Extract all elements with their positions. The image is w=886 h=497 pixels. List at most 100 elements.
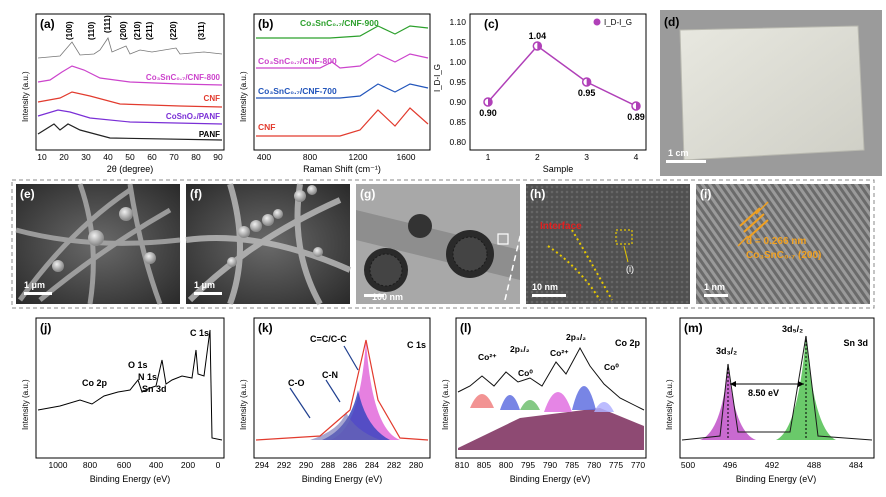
a-label-cnf: CNF [204, 94, 221, 103]
c-ytick: 0.95 [449, 77, 466, 87]
c-legend-marker [593, 18, 601, 26]
b-label-cnf: CNF [258, 122, 275, 132]
j-xtick: 800 [83, 460, 97, 470]
panel-m: (m) Sn 3d 3d₃/₂ 3d₅/₂ 8.50 eV 500 496 49… [665, 317, 875, 484]
f-scale-text: 1 μm [194, 280, 215, 290]
c-ytick: 1.10 [449, 17, 466, 27]
k-xtick: 288 [321, 460, 335, 470]
b-ylabel: Intensity (a.u.) [239, 71, 248, 122]
peak-210: (210) [133, 21, 142, 40]
b-label-800: Co₃SnC₀.₇/CNF-800 [258, 56, 337, 66]
peak-100: (100) [65, 21, 74, 40]
j-ylabel: Intensity (a.u.) [21, 379, 30, 430]
panel-b-label: (b) [258, 17, 273, 31]
c-data-label: 1.04 [529, 31, 547, 41]
c-ytick: 0.85 [449, 117, 466, 127]
a-xtick: 90 [213, 152, 223, 162]
panel-k: (k) C 1s C=C/C-C C-N C-O 294 292 290 288… [239, 317, 431, 484]
k-peak-cn: C-N [322, 370, 338, 380]
j-peak-c1s: C 1s [190, 328, 209, 338]
a-xtick: 10 [37, 152, 47, 162]
g-scale-text: 100 nm [372, 292, 403, 302]
i-phase: Co₃SnC₀.₇ (200) [746, 250, 821, 261]
k-xtick: 282 [387, 460, 401, 470]
l-peak-p12: 2p₁/₂ [510, 344, 530, 354]
k-xtick: 290 [299, 460, 313, 470]
l-peak-p32: 2p₃/₂ [566, 332, 586, 342]
m-xtick: 488 [807, 460, 821, 470]
panel-b: (b) Co₃SnC₀.₇/CNF-900 Co₃SnC₀.₇/CNF-800 … [239, 13, 431, 174]
c-ytick: 1.05 [449, 37, 466, 47]
panel-i: d = 0.266 nm Co₃SnC₀.₇ (200) (i) 1 nm [696, 184, 870, 304]
l-peak-co0b: Co⁰ [604, 362, 619, 372]
a-label-cosno2: CoSnO₂/PANF [166, 112, 220, 121]
m-peak-d32: 3d₃/₂ [716, 346, 737, 356]
c-xtick: 2 [535, 152, 540, 162]
panel-f: (f) 1 μm [185, 183, 352, 306]
j-xtick: 200 [181, 460, 195, 470]
c-legend-text: I_D-I_G [604, 18, 632, 27]
l-xtick: 785 [565, 460, 579, 470]
k-ylabel: Intensity (a.u.) [239, 379, 248, 430]
peak-200: (200) [119, 21, 128, 40]
a-label-panf: PANF [199, 130, 220, 139]
peak-111: (111) [103, 15, 112, 33]
panel-c-label: (c) [484, 17, 499, 31]
l-xlabel: Binding Energy (eV) [510, 474, 591, 484]
b-xtick: 800 [303, 152, 317, 162]
k-title: C 1s [407, 340, 426, 350]
peak-110: (110) [87, 21, 96, 40]
k-xtick: 294 [255, 460, 269, 470]
l-xtick: 790 [543, 460, 557, 470]
c-data-point-fill [636, 102, 640, 110]
l-peak-co2a: Co²⁺ [478, 352, 497, 362]
e-scale-text: 1 μm [24, 280, 45, 290]
panel-d: (d) 1 cm [660, 10, 882, 176]
c-xtick: 1 [486, 152, 491, 162]
peak-220: (220) [169, 21, 178, 40]
panel-l-label: (l) [460, 321, 471, 335]
panel-k-label: (k) [258, 321, 273, 335]
h-scale-text: 10 nm [532, 282, 558, 292]
m-xtick: 484 [849, 460, 863, 470]
a-label-co3snc-800: Co₃SnC₀.₇/CNF-800 [146, 73, 221, 82]
middle-row-frame [11, 179, 875, 309]
panel-e: (e) 1 μm [15, 183, 181, 305]
j-peak-sn3d: Sn 3d [142, 384, 167, 394]
c-xtick: 3 [584, 152, 589, 162]
panel-f-label: (f) [190, 187, 202, 201]
j-peak-o1s: O 1s [128, 360, 148, 370]
peak-311: (311) [197, 21, 206, 40]
l-xtick: 805 [477, 460, 491, 470]
c-xtick: 4 [634, 152, 639, 162]
c-ytick: 1.00 [449, 57, 466, 67]
k-xtick: 286 [343, 460, 357, 470]
m-xtick: 500 [681, 460, 695, 470]
b-xtick: 1600 [397, 152, 416, 162]
i-scale-text: 1 nm [704, 282, 725, 292]
j-xlabel: Binding Energy (eV) [90, 474, 171, 484]
i-dspacing: d = 0.266 nm [746, 236, 806, 247]
panel-g: (g) 100 nm [356, 184, 533, 304]
j-xtick: 600 [117, 460, 131, 470]
a-ylabel: Intensity (a.u.) [21, 71, 30, 122]
l-peak-co2b: Co²⁺ [550, 348, 569, 358]
panel-d-label: (d) [664, 15, 679, 29]
c-ytick: 0.90 [449, 97, 466, 107]
b-xtick: 400 [257, 152, 271, 162]
panel-a: (a) (100) (110) (111) (200) (210) (211) … [21, 13, 225, 174]
a-xtick: 40 [103, 152, 113, 162]
k-peak-co: C-O [288, 378, 305, 388]
k-xtick: 284 [365, 460, 379, 470]
m-ylabel: Intensity (a.u.) [665, 379, 674, 430]
d-scale-text: 1 cm [668, 148, 689, 158]
c-data-label: 0.89 [627, 112, 645, 122]
c-ytick: 0.80 [449, 137, 466, 147]
m-xtick: 496 [723, 460, 737, 470]
j-peak-co2p: Co 2p [82, 378, 108, 388]
panel-c: (c) 0.80 0.85 0.90 0.95 1.00 1.05 1.10 1 2 3 4 0.… [433, 13, 647, 174]
a-xtick: 60 [147, 152, 157, 162]
a-xtick: 50 [125, 152, 135, 162]
c-data-label: 0.90 [479, 108, 497, 118]
peak-211: (211) [145, 21, 154, 40]
